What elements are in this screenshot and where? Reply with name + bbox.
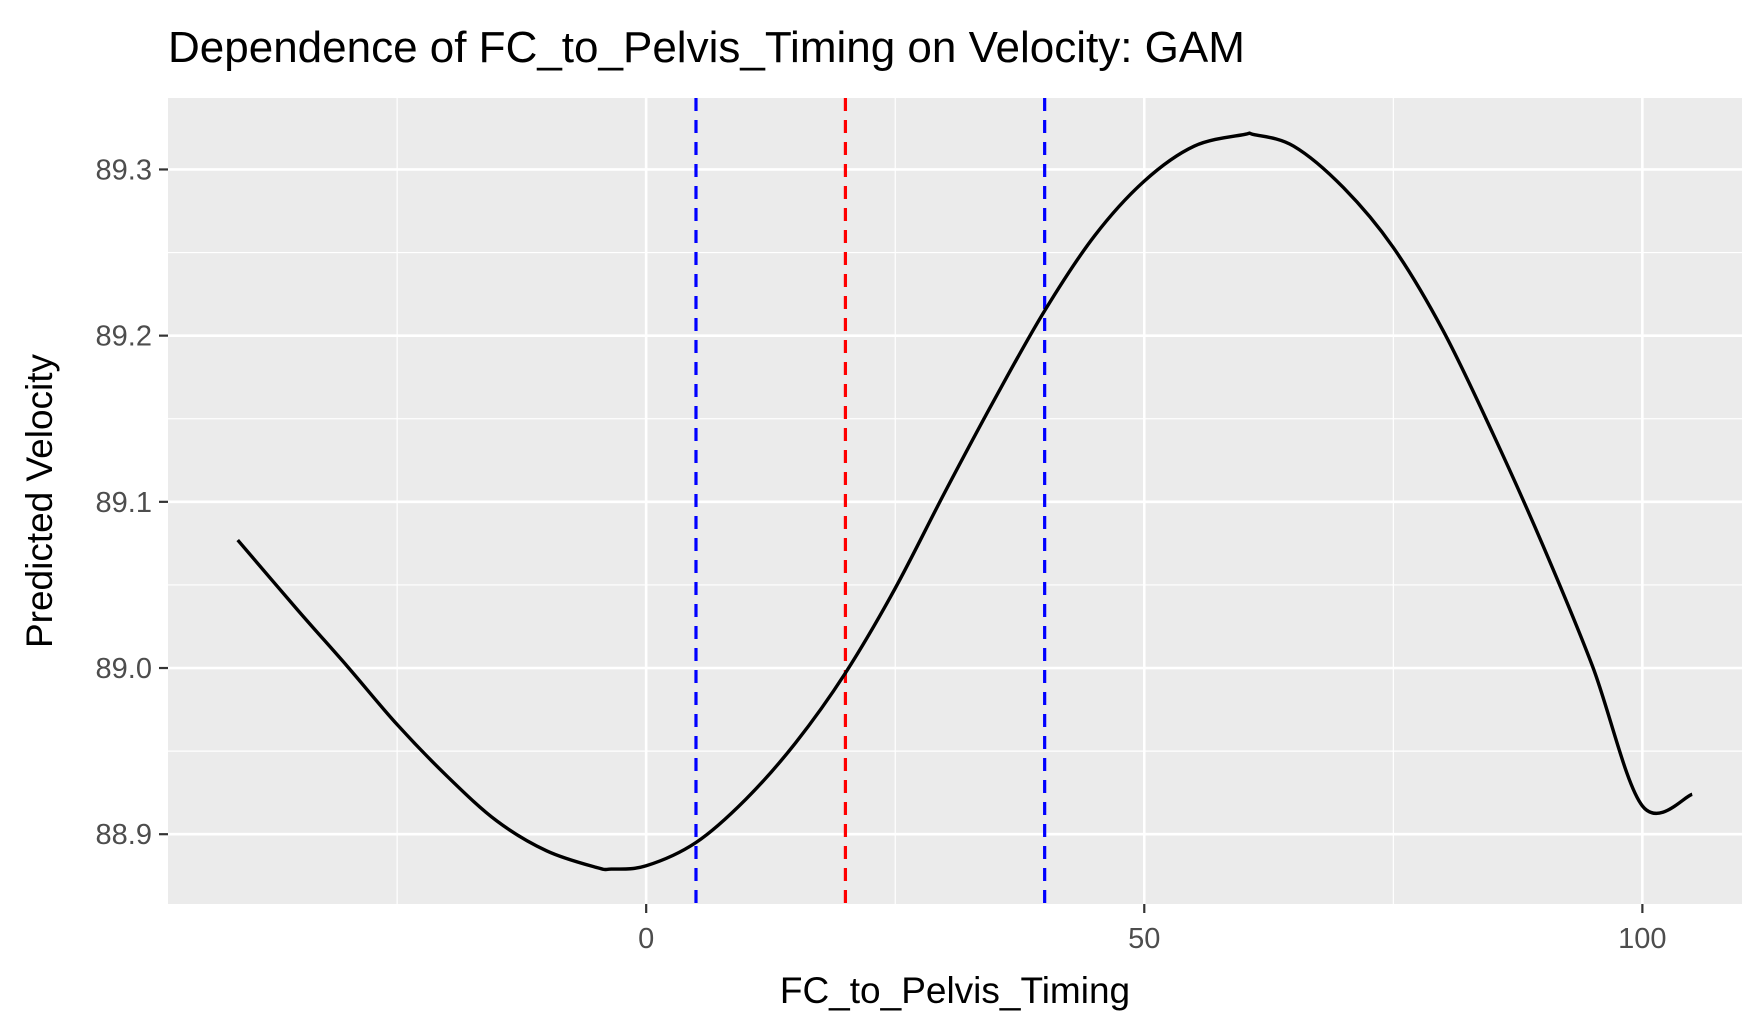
y-tick-label: 89.3	[96, 154, 152, 186]
y-tick-label: 89.2	[96, 321, 152, 353]
y-tick-label: 88.9	[96, 819, 152, 851]
y-tick-label: 89.0	[96, 653, 152, 685]
x-axis: 0 50 100	[638, 904, 1667, 955]
y-axis-title: Predicted Velocity	[19, 353, 60, 648]
x-tick-label: 100	[1618, 923, 1666, 955]
x-tick-label: 0	[638, 923, 654, 955]
major-gridlines	[168, 98, 1742, 904]
reference-lines	[694, 98, 1047, 904]
y-tick-label: 89.1	[96, 487, 152, 519]
series-lines	[236, 131, 1693, 872]
chart-title: Dependence of FC_to_Pelvis_Timing on Vel…	[168, 23, 1245, 72]
x-axis-title: FC_to_Pelvis_Timing	[780, 970, 1130, 1011]
x-tick-label: 50	[1128, 923, 1160, 955]
series-line	[236, 131, 1693, 872]
y-axis: 88.9 89.0 89.1 89.2 89.3	[96, 154, 168, 851]
